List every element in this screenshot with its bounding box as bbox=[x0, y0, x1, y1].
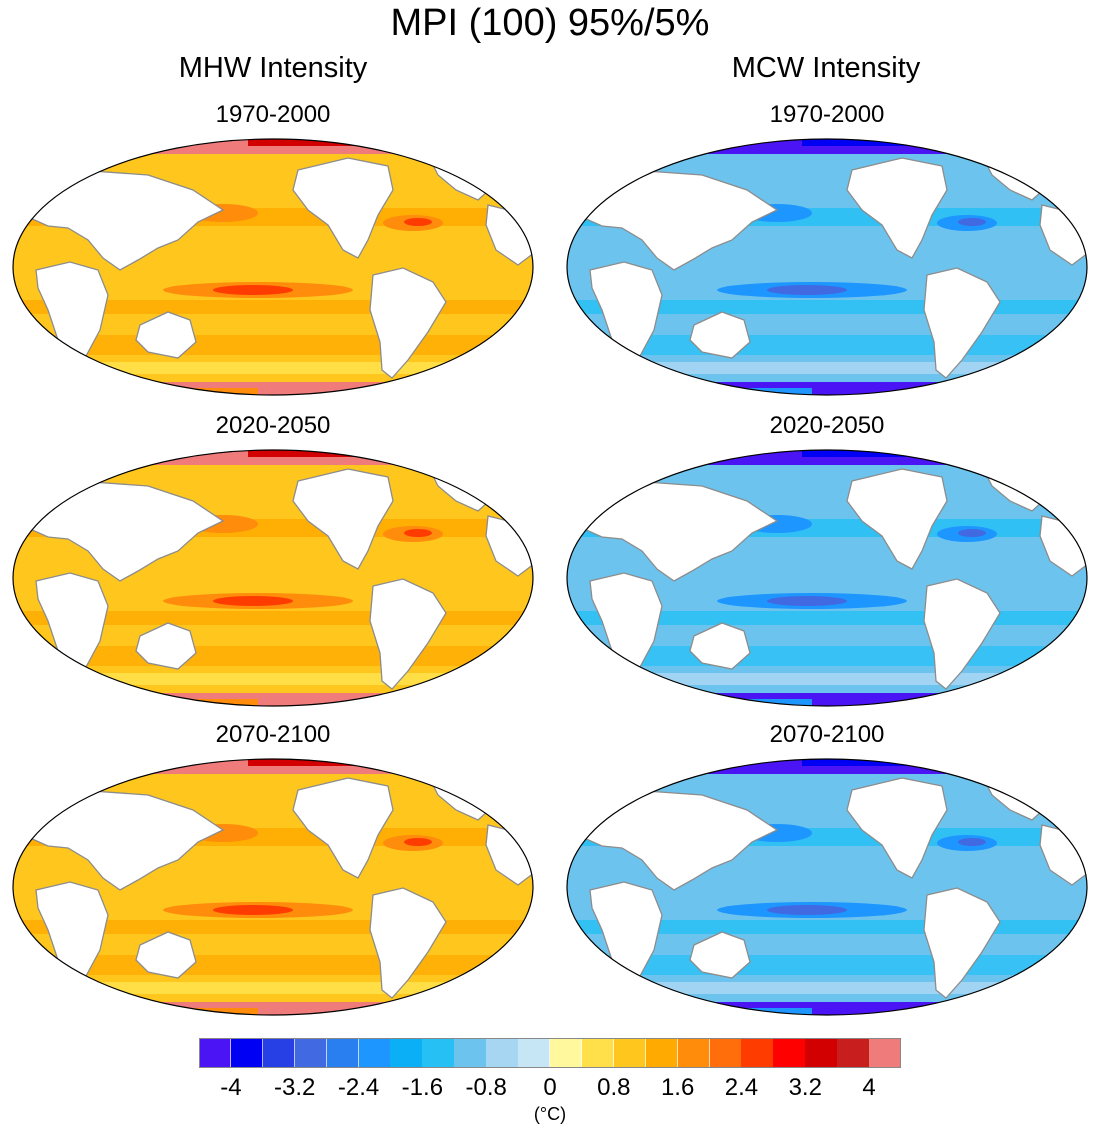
map-border bbox=[566, 449, 1088, 707]
map-panel-mhw-2020-2050: 2020-2050 bbox=[8, 411, 538, 711]
land-masses bbox=[27, 774, 533, 999]
colorbar-tick-label: 3.2 bbox=[788, 1074, 822, 1101]
colorbar-tick-label: -2.4 bbox=[337, 1074, 380, 1101]
colorbar-swatch bbox=[486, 1038, 519, 1068]
colorbar-tick-label: -1.6 bbox=[401, 1074, 444, 1101]
ocean-field bbox=[567, 139, 1087, 395]
map-border bbox=[12, 138, 534, 396]
continent-outline bbox=[581, 789, 779, 891]
continent-outline bbox=[27, 480, 225, 582]
colorbar-tick-label: 2.4 bbox=[724, 1074, 759, 1101]
map-panel-mcw-2020-2050: 2020-2050 bbox=[562, 411, 1092, 711]
panel-title: 2020-2050 bbox=[769, 412, 885, 439]
colorbar-swatch bbox=[805, 1038, 838, 1068]
continent-outline bbox=[292, 468, 394, 570]
colorbar-swatch bbox=[454, 1038, 487, 1068]
panel-title: 2070-2100 bbox=[769, 721, 885, 748]
column-title-mhw: MHW Intensity bbox=[178, 52, 368, 84]
robinson-map bbox=[12, 758, 534, 1016]
continent-outline bbox=[292, 157, 394, 259]
colorbar-swatch bbox=[390, 1038, 423, 1068]
continent-outline bbox=[581, 480, 779, 582]
colorbar-swatch bbox=[262, 1038, 296, 1068]
continent-outline bbox=[923, 578, 1001, 690]
map-border bbox=[12, 758, 534, 1016]
colorbar-swatch bbox=[741, 1038, 774, 1068]
colorbar-swatch bbox=[518, 1038, 551, 1068]
map-panel-mhw-1970-2000: 1970-2000 bbox=[8, 100, 538, 400]
ocean-field bbox=[13, 450, 533, 706]
colorbar-tick-label: -3.2 bbox=[274, 1074, 316, 1101]
robinson-map bbox=[566, 449, 1088, 707]
ocean-field bbox=[567, 759, 1087, 1015]
colorbar-frame bbox=[199, 1038, 901, 1068]
map-border bbox=[566, 138, 1088, 396]
continent-outline bbox=[689, 931, 751, 979]
continent-outline bbox=[369, 887, 447, 999]
continent-outline bbox=[135, 931, 197, 979]
continent-outline bbox=[135, 311, 197, 359]
ocean-field bbox=[13, 759, 533, 1015]
continent-outline bbox=[689, 311, 751, 359]
colorbar-swatch bbox=[550, 1038, 583, 1068]
continent-outline bbox=[27, 789, 225, 891]
colorbar-swatch bbox=[422, 1038, 455, 1068]
continent-outline bbox=[27, 169, 225, 271]
colorbar bbox=[199, 1038, 902, 1068]
colorbar-swatch bbox=[294, 1038, 328, 1068]
continent-outline bbox=[135, 622, 197, 670]
colorbar-swatch bbox=[358, 1038, 391, 1068]
robinson-map bbox=[12, 138, 534, 396]
colorbar-unit: (°C) bbox=[533, 1104, 567, 1124]
continent-outline bbox=[923, 887, 1001, 999]
continent-outline bbox=[581, 169, 779, 271]
continent-outline bbox=[846, 157, 948, 259]
continent-outline bbox=[369, 267, 447, 379]
map-border bbox=[12, 449, 534, 707]
colorbar-swatch bbox=[230, 1038, 264, 1068]
figure-title: MPI (100) 95%/5% bbox=[390, 2, 710, 44]
colorbar-tick-label: 4 bbox=[862, 1074, 876, 1101]
land-masses bbox=[581, 154, 1087, 379]
map-panel-mcw-1970-2000: 1970-2000 bbox=[562, 100, 1092, 400]
colorbar-swatch bbox=[613, 1038, 647, 1068]
colorbar-swatch bbox=[677, 1038, 711, 1068]
colorbar-tick-label: -0.8 bbox=[465, 1074, 507, 1101]
panel-title: 1970-2000 bbox=[769, 101, 885, 128]
continent-outline bbox=[846, 468, 948, 570]
map-panel-mhw-2070-2100: 2070-2100 bbox=[8, 720, 538, 1020]
map-border bbox=[566, 758, 1088, 1016]
panel-title: 2020-2050 bbox=[215, 412, 331, 439]
colorbar-tick-label: 0 bbox=[543, 1074, 557, 1101]
colorbar-tick-label: 1.6 bbox=[660, 1074, 695, 1101]
continent-outline bbox=[292, 777, 394, 879]
ocean-field bbox=[567, 450, 1087, 706]
colorbar-swatch bbox=[837, 1038, 870, 1068]
continent-outline bbox=[369, 578, 447, 690]
colorbar-swatch bbox=[709, 1038, 742, 1068]
colorbar-swatch bbox=[199, 1038, 232, 1068]
panel-title: 1970-2000 bbox=[215, 101, 331, 128]
colorbar-swatch bbox=[326, 1038, 360, 1068]
panel-title: 2070-2100 bbox=[215, 721, 331, 748]
continent-outline bbox=[846, 777, 948, 879]
colorbar-swatch bbox=[773, 1038, 806, 1068]
robinson-map bbox=[566, 138, 1088, 396]
colorbar-tick-label: -4 bbox=[220, 1074, 242, 1101]
robinson-map bbox=[566, 758, 1088, 1016]
colorbar-tick-label: 0.8 bbox=[597, 1074, 631, 1101]
map-panel-mcw-2070-2100: 2070-2100 bbox=[562, 720, 1092, 1020]
continent-outline bbox=[689, 622, 751, 670]
continent-outline bbox=[923, 267, 1001, 379]
land-masses bbox=[27, 465, 533, 690]
colorbar-swatch bbox=[581, 1038, 615, 1068]
ocean-field bbox=[13, 139, 533, 395]
column-title-mcw: MCW Intensity bbox=[731, 52, 921, 84]
robinson-map bbox=[12, 449, 534, 707]
colorbar-swatch bbox=[645, 1038, 679, 1068]
